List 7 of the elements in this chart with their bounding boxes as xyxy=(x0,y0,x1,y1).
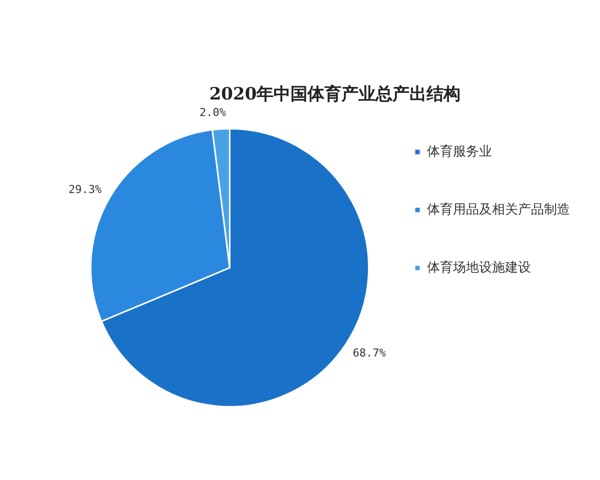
chart-title: 2020年中国体育产业总产出结构 xyxy=(209,84,461,105)
legend-label: 体育服务业 xyxy=(427,143,492,160)
data-label: 68.7% xyxy=(352,346,386,360)
legend-label: 体育用品及相关产品制造 xyxy=(427,201,570,218)
data-label: 29.3% xyxy=(68,182,102,196)
data-label: 2.0% xyxy=(200,106,226,119)
legend-label: 体育场地设施建设 xyxy=(427,259,531,276)
